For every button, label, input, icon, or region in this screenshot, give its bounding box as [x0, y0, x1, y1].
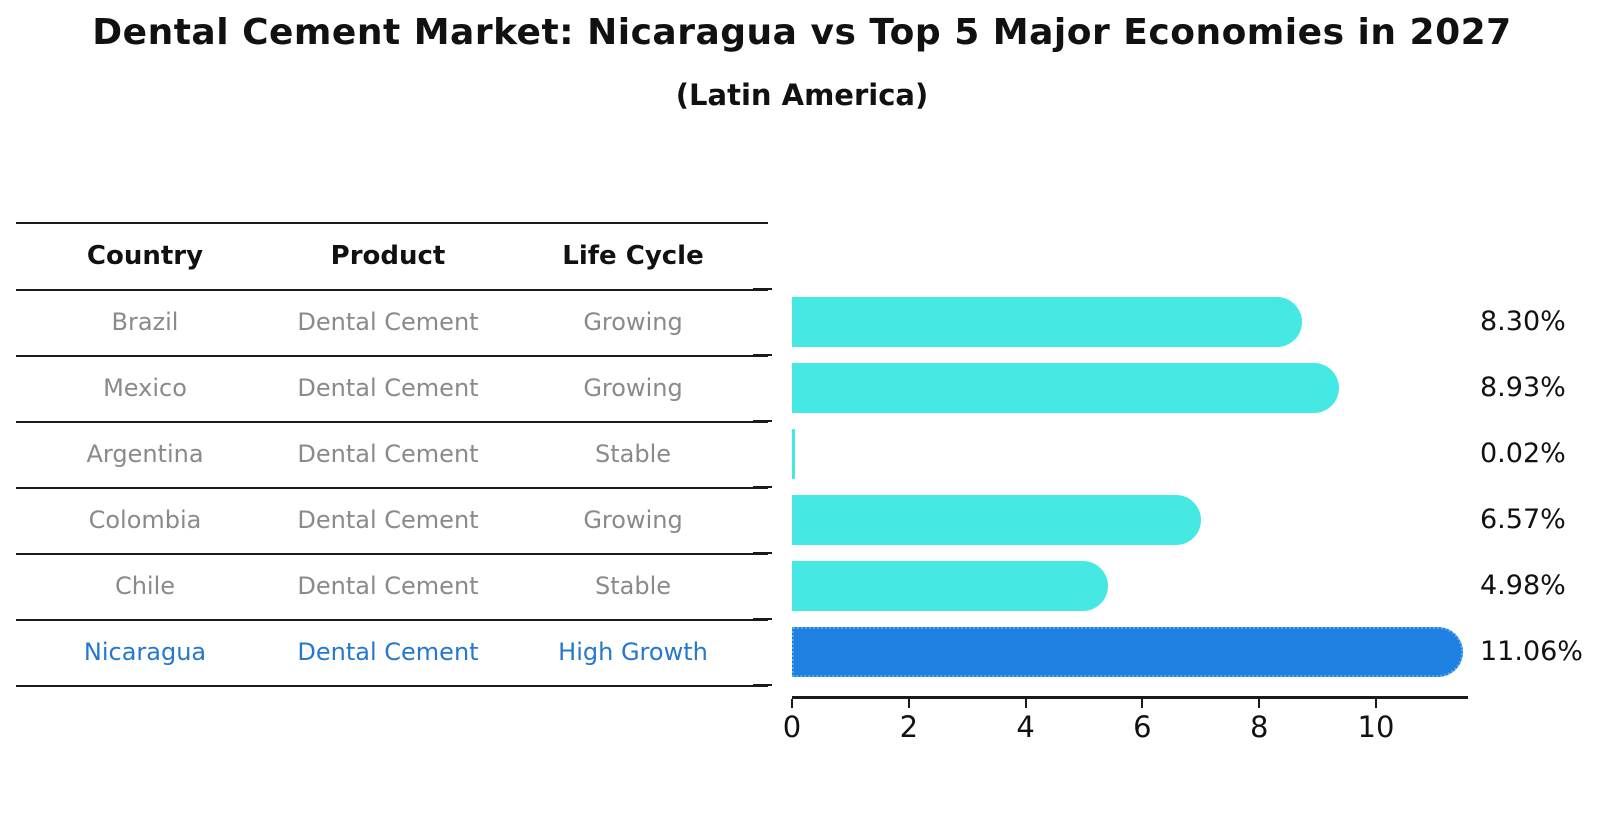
bar-value-label: 0.02%: [1480, 438, 1566, 469]
x-axis-tick-label: 8: [1249, 710, 1269, 744]
x-axis-tick-label: 6: [1133, 710, 1152, 744]
bar-colombia: [792, 495, 1201, 545]
table-cell-product: Dental Cement: [297, 440, 479, 468]
table-separator-line: [16, 222, 768, 224]
table-header-life-cycle: Life Cycle: [562, 240, 704, 271]
table-cell-country: Colombia: [88, 506, 202, 534]
table-separator-line: [16, 619, 768, 621]
table-cell-life_cycle: Growing: [583, 506, 683, 534]
table-cell-product: Dental Cement: [297, 638, 479, 666]
y-axis-tick: [753, 486, 772, 488]
bar-value-label: 11.06%: [1480, 636, 1583, 667]
table-separator-line: [16, 553, 768, 555]
table-header-country: Country: [86, 240, 204, 271]
table-cell-product: Dental Cement: [297, 572, 479, 600]
bar-argentina: [792, 429, 795, 479]
bar-chile: [792, 561, 1108, 611]
table-separator-line: [16, 685, 768, 687]
x-axis-tick: [1141, 699, 1144, 708]
table-header-product: Product: [330, 240, 446, 271]
x-axis-line: [792, 696, 1468, 699]
table-separator-line: [16, 421, 768, 423]
bar-nicaragua: [792, 627, 1463, 677]
chart-subtitle: (Latin America): [675, 78, 929, 112]
table-cell-product: Dental Cement: [297, 374, 479, 402]
x-axis-tick-label: 10: [1357, 710, 1395, 744]
bar-mexico: [792, 363, 1339, 413]
table-separator-line: [16, 355, 768, 357]
x-axis-tick-label: 2: [899, 710, 919, 744]
table-cell-country: Mexico: [103, 374, 187, 402]
table-cell-product: Dental Cement: [297, 308, 479, 336]
y-axis-tick: [753, 618, 772, 620]
table-separator-line: [16, 289, 768, 291]
y-axis-tick: [753, 684, 772, 686]
table-cell-country: Brazil: [111, 308, 179, 336]
bar-value-label: 8.93%: [1480, 372, 1566, 403]
x-axis-tick: [1024, 699, 1027, 708]
x-axis-tick: [1375, 699, 1377, 708]
x-axis-tick: [1258, 699, 1261, 708]
table-cell-life_cycle: Growing: [583, 374, 683, 402]
y-axis-tick: [753, 552, 772, 554]
bar-brazil: [792, 297, 1302, 347]
table-cell-country: Chile: [114, 572, 176, 600]
table-cell-life_cycle: Growing: [583, 308, 683, 336]
table-separator-line: [16, 487, 768, 489]
table-cell-life_cycle: Stable: [594, 572, 672, 600]
y-axis-tick: [753, 420, 772, 422]
table-cell-product: Dental Cement: [297, 506, 479, 534]
x-axis-tick-label: 0: [782, 710, 802, 744]
table-cell-country: Nicaragua: [83, 638, 207, 666]
bar-value-label: 4.98%: [1480, 570, 1566, 601]
table-cell-country: Argentina: [86, 440, 204, 468]
y-axis-tick: [753, 354, 772, 356]
x-axis-tick-label: 4: [1016, 710, 1035, 744]
table-cell-life_cycle: High Growth: [558, 638, 708, 666]
y-axis-tick: [753, 288, 772, 290]
x-axis-tick: [907, 699, 910, 708]
table-cell-life_cycle: Stable: [594, 440, 672, 468]
bar-value-label: 6.57%: [1480, 504, 1566, 535]
x-axis-tick: [791, 699, 793, 708]
bar-value-label: 8.30%: [1480, 306, 1566, 337]
chart-title: Dental Cement Market: Nicaragua vs Top 5…: [92, 12, 1512, 53]
